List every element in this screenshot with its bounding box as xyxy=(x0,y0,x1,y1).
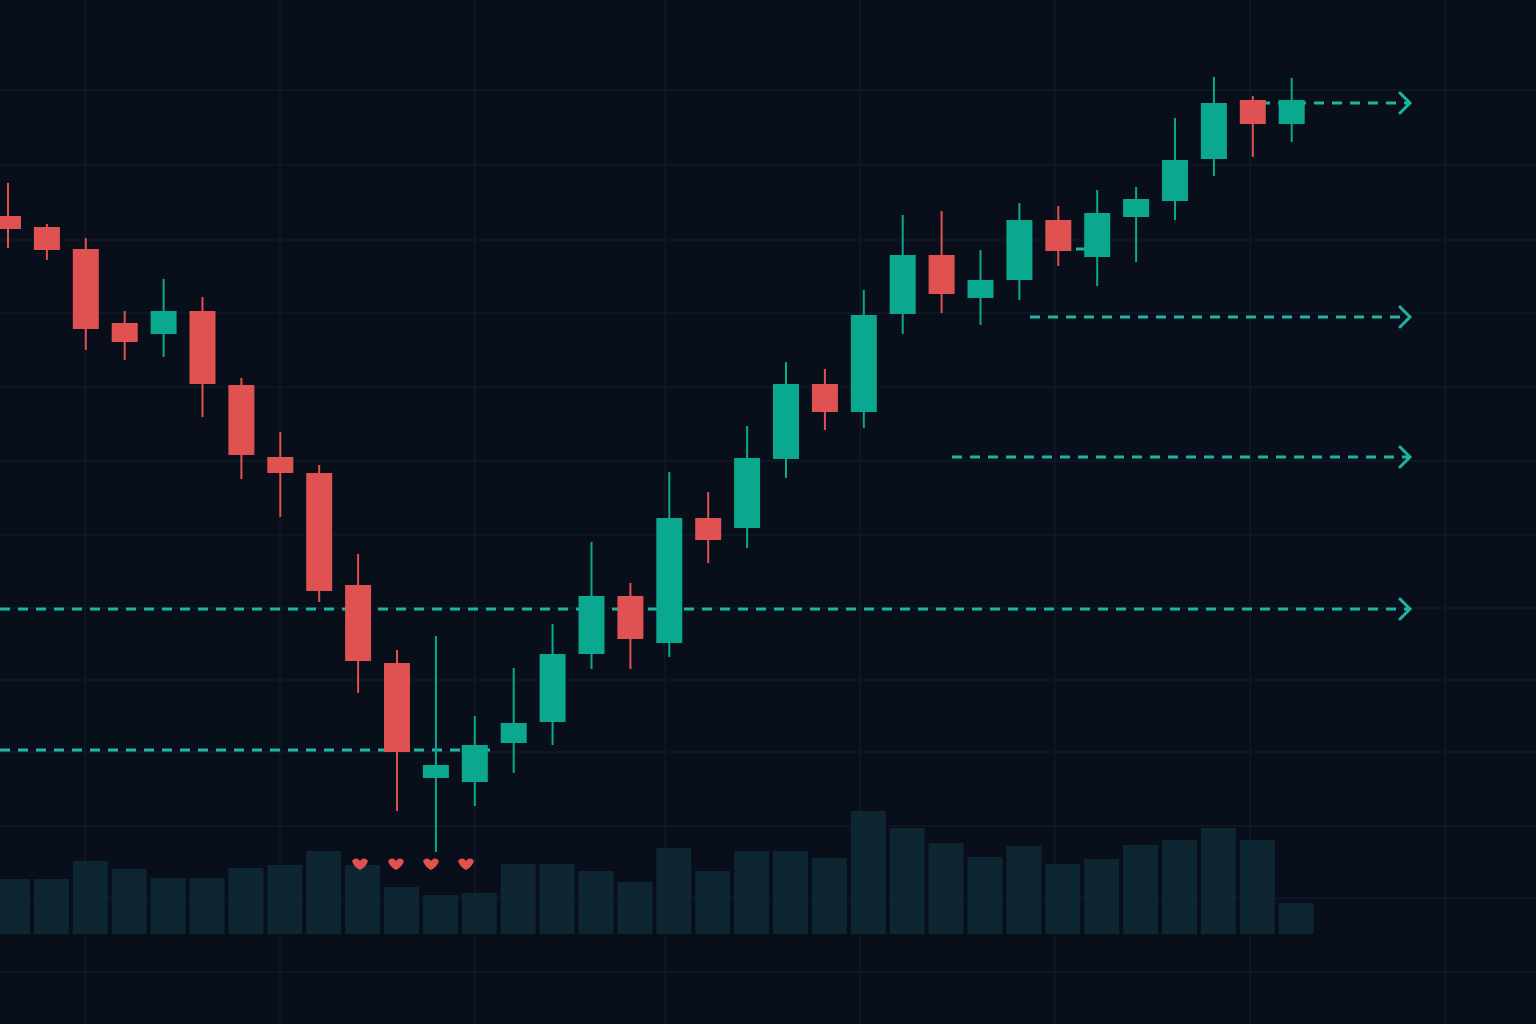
volume-bar xyxy=(345,865,381,934)
layers xyxy=(0,77,1536,973)
level-arrow xyxy=(1398,305,1413,329)
volume-bar xyxy=(1200,828,1236,934)
candle-body xyxy=(734,458,761,528)
volume-bar xyxy=(1162,840,1197,934)
candle-body xyxy=(695,518,722,540)
candle-body xyxy=(1006,220,1033,280)
volume-bar xyxy=(617,882,653,934)
volume-bar xyxy=(189,878,225,934)
volume-bar xyxy=(228,868,264,934)
volume-bar xyxy=(1084,859,1120,934)
candle-body xyxy=(656,518,683,643)
candle-body xyxy=(1084,213,1111,257)
candle-body xyxy=(811,384,838,412)
volume-bar xyxy=(773,851,808,934)
candle-body xyxy=(72,249,99,329)
level-arrow xyxy=(1398,597,1413,621)
volume-bar xyxy=(306,851,342,934)
candle-body xyxy=(1239,100,1266,124)
level-arrow xyxy=(1398,445,1413,469)
candle-body xyxy=(461,745,488,782)
volume-bar xyxy=(500,864,536,934)
candle-body xyxy=(111,323,138,342)
candle-body xyxy=(773,384,799,459)
volume-bar xyxy=(267,865,303,934)
volume-bar xyxy=(111,869,147,934)
candle-body xyxy=(539,654,566,722)
candle-body xyxy=(1278,100,1305,124)
volume-bar xyxy=(967,857,1003,934)
candle-body xyxy=(967,280,994,298)
volume-bar xyxy=(461,893,497,934)
volume-bar xyxy=(33,879,69,934)
candle-body xyxy=(1045,220,1072,251)
candle-body xyxy=(189,311,216,384)
volume-bar xyxy=(1278,903,1314,934)
volume-bar xyxy=(850,811,886,934)
candle-body xyxy=(267,457,294,473)
candle-body xyxy=(384,663,410,752)
heart-marker xyxy=(423,858,439,870)
volume-bar xyxy=(422,895,458,934)
candle-body xyxy=(0,216,21,229)
volume-bar xyxy=(656,848,692,934)
volume-bar xyxy=(72,861,108,934)
candle-body xyxy=(617,596,644,639)
candle-body xyxy=(345,585,372,661)
heart-marker xyxy=(458,858,474,870)
volume-bar xyxy=(1239,840,1275,934)
volume-bar xyxy=(1045,864,1081,934)
candle-body xyxy=(422,765,449,778)
candle-body xyxy=(1123,199,1150,217)
candle-body xyxy=(889,255,916,314)
volume-bar xyxy=(695,871,731,934)
volume-bar xyxy=(539,864,575,934)
volume-bar xyxy=(150,878,186,934)
volume-bar xyxy=(811,858,847,934)
volume-bar xyxy=(384,887,419,934)
volume-bar xyxy=(578,871,614,934)
candle-body xyxy=(850,315,877,412)
candle-body xyxy=(928,255,955,294)
volume-bar xyxy=(1123,845,1159,934)
candle-body xyxy=(1162,160,1188,201)
heart-marker xyxy=(352,858,368,870)
signal-markers xyxy=(352,858,474,870)
candle-body xyxy=(500,723,527,743)
candle-body xyxy=(1200,103,1227,159)
level-arrow xyxy=(1398,91,1413,115)
candle-body xyxy=(578,596,605,654)
volume-bar xyxy=(889,828,925,934)
volume-bar xyxy=(734,851,770,934)
candle-body xyxy=(228,385,255,455)
candle-body xyxy=(150,311,177,334)
vertical-grid xyxy=(84,0,1446,1024)
volume-bar xyxy=(0,879,30,934)
volume-bar xyxy=(1006,846,1042,934)
candle-body xyxy=(33,227,60,250)
volume-bar xyxy=(928,843,964,934)
candle-body xyxy=(306,473,333,591)
heart-marker xyxy=(388,858,404,870)
